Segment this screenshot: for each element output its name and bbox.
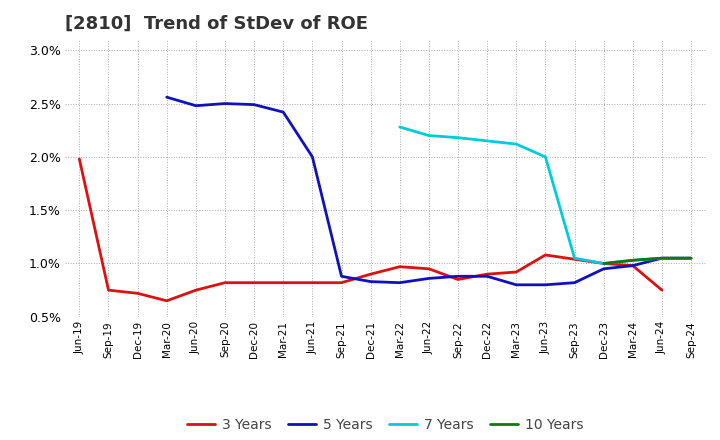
7 Years [454, 135, 462, 140]
3 Years [220, 280, 229, 285]
3 Years [599, 261, 608, 266]
3 Years [541, 252, 550, 257]
10 Years [599, 261, 608, 266]
5 Years [337, 274, 346, 279]
5 Years [512, 282, 521, 287]
3 Years [629, 263, 637, 268]
7 Years [483, 138, 492, 143]
3 Years [308, 280, 317, 285]
3 Years [425, 266, 433, 271]
5 Years [395, 280, 404, 285]
Line: 7 Years: 7 Years [400, 127, 662, 264]
7 Years [425, 133, 433, 138]
3 Years [337, 280, 346, 285]
3 Years [512, 269, 521, 275]
7 Years [657, 256, 666, 261]
7 Years [541, 154, 550, 160]
Text: [2810]  Trend of StDev of ROE: [2810] Trend of StDev of ROE [65, 15, 368, 33]
5 Years [541, 282, 550, 287]
5 Years [192, 103, 200, 108]
3 Years [279, 280, 287, 285]
5 Years [250, 102, 258, 107]
5 Years [687, 256, 696, 261]
3 Years [366, 271, 375, 277]
7 Years [599, 261, 608, 266]
3 Years [104, 287, 113, 293]
3 Years [192, 287, 200, 293]
10 Years [629, 258, 637, 263]
5 Years [220, 101, 229, 106]
5 Years [454, 274, 462, 279]
3 Years [395, 264, 404, 269]
3 Years [75, 156, 84, 161]
5 Years [308, 154, 317, 160]
7 Years [629, 258, 637, 263]
3 Years [163, 298, 171, 304]
3 Years [250, 280, 258, 285]
Line: 5 Years: 5 Years [167, 97, 691, 285]
3 Years [483, 271, 492, 277]
5 Years [629, 263, 637, 268]
7 Years [395, 125, 404, 130]
3 Years [570, 257, 579, 262]
7 Years [512, 141, 521, 147]
3 Years [657, 287, 666, 293]
5 Years [599, 266, 608, 271]
5 Years [570, 280, 579, 285]
5 Years [425, 276, 433, 281]
10 Years [657, 256, 666, 261]
Legend: 3 Years, 5 Years, 7 Years, 10 Years: 3 Years, 5 Years, 7 Years, 10 Years [181, 412, 589, 437]
3 Years [133, 291, 142, 296]
5 Years [483, 274, 492, 279]
3 Years [454, 277, 462, 282]
5 Years [163, 95, 171, 100]
Line: 3 Years: 3 Years [79, 159, 662, 301]
7 Years [570, 256, 579, 261]
5 Years [657, 256, 666, 261]
Line: 10 Years: 10 Years [603, 258, 691, 264]
5 Years [279, 110, 287, 115]
5 Years [366, 279, 375, 284]
10 Years [687, 256, 696, 261]
